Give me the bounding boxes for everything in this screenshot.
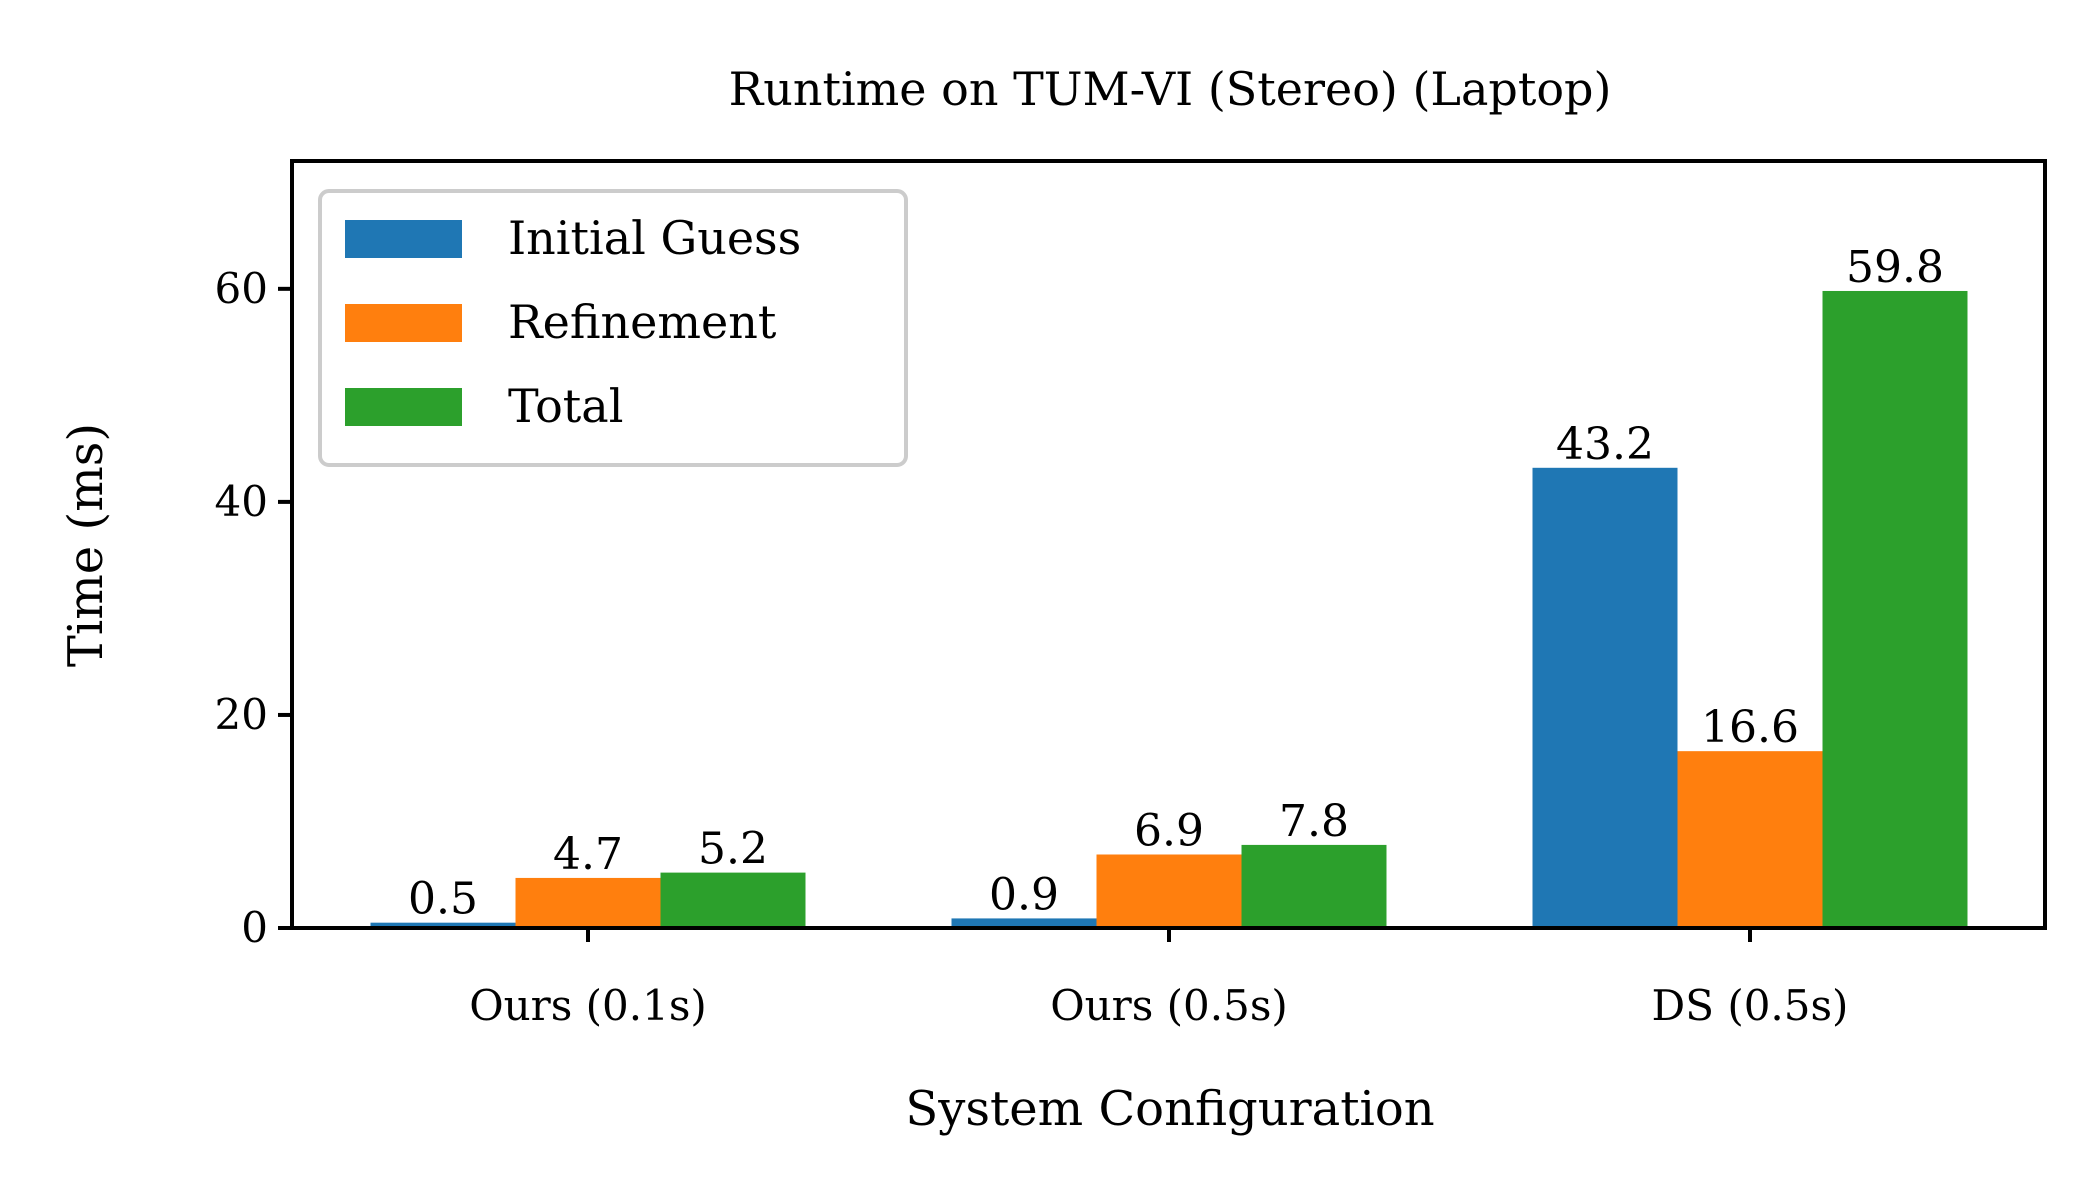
legend-swatch bbox=[345, 388, 462, 426]
legend-swatch bbox=[345, 220, 462, 258]
bar-value-label: 43.2 bbox=[1556, 419, 1654, 470]
x-tick-label: Ours (0.1s) bbox=[469, 981, 707, 1030]
bar-value-label: 16.6 bbox=[1701, 702, 1799, 753]
y-tick-label: 20 bbox=[215, 690, 268, 739]
bars-layer bbox=[370, 290, 1968, 929]
bar-value-label: 7.8 bbox=[1279, 796, 1349, 847]
bar bbox=[370, 922, 516, 928]
x-axis: Ours (0.1s) Ours (0.5s) DS (0.5s) bbox=[469, 928, 1848, 1030]
bar-value-label: 4.7 bbox=[553, 829, 623, 880]
legend: Initial Guess Refinement Total bbox=[318, 189, 908, 467]
bar bbox=[1241, 844, 1387, 928]
legend-entry-label: Total bbox=[508, 379, 623, 433]
y-axis-label: Time (ms) bbox=[58, 423, 114, 667]
y-tick-label: 60 bbox=[215, 264, 268, 313]
bar bbox=[951, 918, 1097, 928]
bar-labels-layer: 0.5 0.9 43.2 4.7 6.9 16.6 5.2 7.8 59.8 bbox=[408, 242, 1944, 925]
bar bbox=[515, 877, 661, 928]
bar bbox=[660, 872, 806, 928]
bar-value-label: 6.9 bbox=[1134, 805, 1204, 856]
bar bbox=[1677, 751, 1823, 928]
chart-title: Runtime on TUM-VI (Stereo) (Laptop) bbox=[729, 62, 1612, 116]
legend-entry-label: Initial Guess bbox=[508, 211, 801, 265]
x-tick-label: Ours (0.5s) bbox=[1050, 981, 1288, 1030]
bar-value-label: 0.9 bbox=[989, 869, 1059, 920]
legend-box bbox=[318, 189, 908, 467]
bar bbox=[1096, 854, 1242, 928]
legend-swatch bbox=[345, 304, 462, 342]
bar bbox=[1532, 467, 1678, 928]
y-tick-label: 0 bbox=[241, 903, 268, 952]
y-axis: 0 20 40 60 bbox=[215, 264, 292, 952]
x-tick-label: DS (0.5s) bbox=[1652, 981, 1849, 1030]
y-tick-label: 40 bbox=[215, 477, 268, 526]
legend-entry-label: Refinement bbox=[508, 295, 777, 349]
bar-value-label: 0.5 bbox=[408, 874, 478, 925]
bar-value-label: 5.2 bbox=[698, 824, 768, 875]
bar bbox=[1822, 290, 1968, 929]
bar-value-label: 59.8 bbox=[1846, 242, 1944, 293]
x-axis-label: System Configuration bbox=[905, 1081, 1434, 1137]
